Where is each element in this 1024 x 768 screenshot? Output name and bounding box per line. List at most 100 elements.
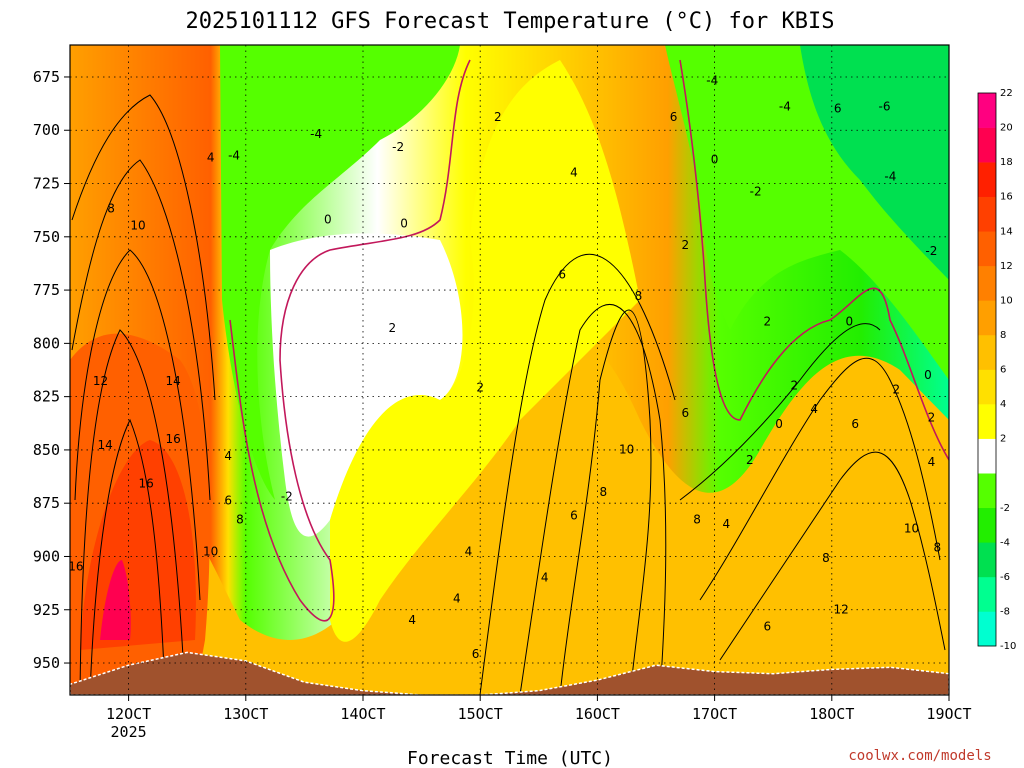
colorbar-swatch (978, 542, 996, 578)
x-tick-label: 17OCT (692, 705, 737, 723)
contour-label: 2 (494, 110, 502, 124)
colorbar-swatch (978, 162, 996, 197)
colorbar-swatch (978, 404, 996, 439)
contour-label: 2 (790, 378, 798, 392)
contour-label: -4 (706, 74, 718, 88)
contour-label: 0 (846, 315, 854, 329)
colorbar-swatch (978, 438, 996, 474)
contour-label: 10 (130, 219, 145, 233)
x-tick-label: 12OCT (106, 705, 151, 723)
contour-label: 10 (203, 545, 218, 559)
isotherm-line (71, 94, 216, 401)
y-tick-label: 700 (33, 121, 60, 139)
x-tick-label: 16OCT (575, 705, 620, 723)
contour-label: 2 (746, 453, 754, 467)
contour-label: -2 (281, 489, 293, 503)
colorbar-tick-label: -6 (1000, 572, 1010, 583)
contour-label: -4 (228, 148, 240, 162)
contour-label: 2 (892, 383, 900, 397)
contour-label: -2 (392, 140, 404, 154)
x-tick-label: 18OCT (809, 705, 854, 723)
contour-label: 6 (670, 110, 678, 124)
y-tick-label: 675 (33, 68, 60, 86)
colorbar-tick-label: 20 (1000, 123, 1013, 134)
y-tick-label: 950 (33, 654, 60, 672)
colorbar-swatch (978, 576, 996, 612)
contour-label: 8 (933, 540, 941, 554)
y-tick-label: 725 (33, 175, 60, 193)
contour-label: 4 (224, 449, 232, 463)
contour-label: 6 (558, 268, 566, 282)
colorbar-swatch (978, 473, 996, 509)
core-max-band (100, 560, 131, 640)
contour-label: 10 (619, 442, 634, 456)
colorbar-tick-label: 18 (1000, 157, 1013, 168)
colorbar-tick-label: 14 (1000, 226, 1013, 237)
credit-text: coolwx.com/models (848, 748, 991, 764)
colorbar-tick-label: 8 (1000, 330, 1006, 341)
contour-label: 4 (722, 517, 730, 531)
contour-label: 6 (764, 619, 772, 633)
mid-warm-band (330, 60, 640, 642)
isotherm-line (519, 303, 667, 695)
x-tick-label: 13OCT (223, 705, 268, 723)
contour-label: 6 (851, 417, 859, 431)
isotherm-line (479, 253, 676, 695)
zero-degree-isotherm (229, 59, 471, 622)
contour-label: 2 (476, 381, 484, 395)
colorbar-swatch (978, 231, 996, 267)
contour-label: 0 (711, 153, 719, 167)
contour-label: 2 (928, 410, 936, 424)
colorbar-tick-label: 22 (1000, 88, 1013, 99)
terrain-surface (70, 651, 949, 695)
contour-label: 4 (465, 545, 473, 559)
warm-layer-band (70, 333, 949, 695)
contour-label: 4 (541, 570, 549, 584)
grid (70, 45, 949, 695)
colorbar: -10 -8 -6 -4 -2 2 4 6 8 10 12 14 16 18 20 22 (977, 88, 1016, 652)
y-tick-label: 825 (33, 388, 60, 406)
contour-label: 8 (822, 551, 830, 565)
contour-label: 6 (570, 508, 578, 522)
contour-label: 14 (165, 374, 180, 388)
isotherm-line (74, 249, 201, 601)
contour-label: 6 (224, 494, 232, 508)
contour-label: 4 (408, 613, 416, 627)
colorbar-swatch (978, 127, 996, 163)
y-tick-label: 800 (33, 334, 60, 352)
y-tick-label: 850 (33, 441, 60, 459)
cold-layer-band (220, 45, 460, 500)
colorbar-tick-label: -2 (1000, 503, 1010, 514)
colorbar-swatch (978, 196, 996, 232)
contour-label: 12 (834, 602, 849, 616)
contour-label: 8 (635, 289, 643, 303)
x-tick-sublabel: 2025 (111, 723, 147, 741)
colorbar-swatch (978, 93, 996, 128)
freezing-zone (270, 233, 463, 537)
contour-label: 2 (681, 238, 689, 252)
contour-label: -4 (779, 99, 791, 113)
contour-label: 0 (400, 217, 408, 231)
contour-label: -2 (925, 244, 937, 258)
contour-label: 4 (810, 402, 818, 416)
isotherm-line (89, 418, 166, 695)
coldest-band (800, 45, 949, 280)
colorbar-swatch (978, 265, 996, 301)
contour-label: 2 (388, 321, 396, 335)
contour-label: 0 (775, 417, 783, 431)
x-tick-label: 15OCT (458, 705, 503, 723)
contour-label: 0 (924, 368, 932, 382)
colorbar-swatch (978, 300, 996, 336)
y-tick-label: 875 (33, 494, 60, 512)
contour-label: 6 (681, 406, 689, 420)
isotherm-line (71, 159, 211, 501)
contour-label: 16 (68, 560, 83, 574)
contour-label: 2 (764, 315, 772, 329)
colorbar-tick-label: 16 (1000, 192, 1013, 203)
colorbar-tick-label: 4 (1000, 399, 1006, 410)
colorbar-tick-label: -4 (1000, 537, 1010, 548)
isotherm-line (79, 329, 186, 695)
contour-label: -4 (310, 127, 322, 141)
colorbar-swatch (978, 334, 996, 370)
colorbar-tick-label: -10 (1000, 641, 1016, 652)
